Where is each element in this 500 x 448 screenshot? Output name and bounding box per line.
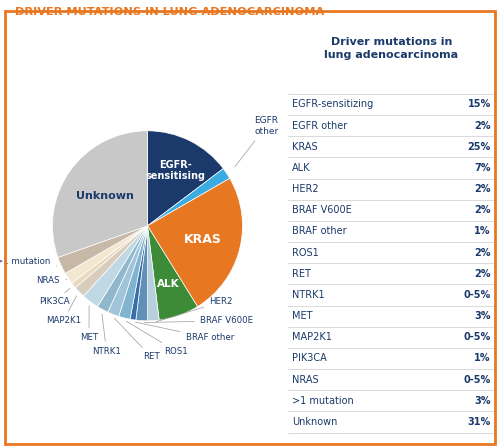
Wedge shape: [98, 226, 148, 312]
Text: EGFR-
sensitising: EGFR- sensitising: [145, 160, 205, 181]
Text: 2%: 2%: [474, 269, 491, 279]
Text: Driver mutations in
lung adenocarcinoma: Driver mutations in lung adenocarcinoma: [324, 37, 458, 60]
Text: ALK: ALK: [292, 163, 310, 173]
Text: 1%: 1%: [474, 353, 491, 363]
Text: 2%: 2%: [474, 121, 491, 131]
Wedge shape: [148, 226, 198, 320]
Wedge shape: [148, 131, 224, 226]
Text: 2%: 2%: [474, 248, 491, 258]
Text: NRAS: NRAS: [36, 276, 66, 285]
Text: RET: RET: [114, 318, 160, 362]
Text: NTRK1: NTRK1: [92, 314, 121, 356]
Wedge shape: [72, 226, 148, 288]
Text: BRAF other: BRAF other: [292, 226, 346, 237]
Text: BRAF V600E: BRAF V600E: [292, 205, 352, 215]
Text: 15%: 15%: [468, 99, 491, 109]
Text: HER2: HER2: [292, 184, 318, 194]
Text: 3%: 3%: [474, 311, 491, 321]
Wedge shape: [52, 131, 148, 258]
Text: 25%: 25%: [468, 142, 491, 152]
Text: ROS1: ROS1: [292, 248, 318, 258]
Wedge shape: [148, 226, 159, 321]
Text: EGFR
other: EGFR other: [234, 116, 279, 167]
Text: 3%: 3%: [474, 396, 491, 406]
Wedge shape: [65, 226, 148, 283]
Text: KRAS: KRAS: [292, 142, 318, 152]
Text: MET: MET: [292, 311, 312, 321]
Text: 0-5%: 0-5%: [464, 332, 491, 342]
Text: >1 mutation: >1 mutation: [292, 396, 354, 406]
Text: NRAS: NRAS: [292, 375, 318, 385]
Text: 2%: 2%: [474, 184, 491, 194]
Text: Unknown: Unknown: [76, 191, 134, 201]
Text: 1%: 1%: [474, 226, 491, 237]
Wedge shape: [76, 226, 148, 296]
Text: MAP2K1: MAP2K1: [292, 332, 332, 342]
Text: 7%: 7%: [474, 163, 491, 173]
Wedge shape: [148, 168, 230, 226]
Text: HER2: HER2: [156, 297, 233, 322]
Text: MAP2K1: MAP2K1: [46, 296, 81, 325]
Wedge shape: [136, 226, 147, 321]
Text: Unknown: Unknown: [292, 417, 337, 427]
Text: BRAF V600E: BRAF V600E: [144, 316, 253, 325]
Text: ALK: ALK: [156, 279, 180, 289]
Text: DRIVER MUTATIONS IN LUNG ADENOCARCINOMA: DRIVER MUTATIONS IN LUNG ADENOCARCINOMA: [15, 7, 324, 17]
Text: PIK3CA: PIK3CA: [292, 353, 326, 363]
Wedge shape: [84, 226, 148, 306]
Text: EGFR-sensitizing: EGFR-sensitizing: [292, 99, 373, 109]
Text: 2%: 2%: [474, 205, 491, 215]
Wedge shape: [148, 178, 242, 306]
Text: PIK3CA: PIK3CA: [39, 289, 70, 306]
Text: 31%: 31%: [468, 417, 491, 427]
Text: EGFR other: EGFR other: [292, 121, 347, 131]
Text: NTRK1: NTRK1: [292, 290, 324, 300]
Text: >1 mutation: >1 mutation: [0, 258, 56, 267]
Text: MET: MET: [80, 306, 98, 342]
Text: 0-5%: 0-5%: [464, 290, 491, 300]
Wedge shape: [108, 226, 148, 316]
Text: RET: RET: [292, 269, 310, 279]
Wedge shape: [58, 226, 148, 273]
Wedge shape: [130, 226, 148, 320]
Text: ROS1: ROS1: [126, 321, 188, 356]
Text: KRAS: KRAS: [184, 233, 222, 246]
Text: 0-5%: 0-5%: [464, 375, 491, 385]
Text: BRAF other: BRAF other: [136, 322, 234, 342]
Wedge shape: [118, 226, 148, 319]
